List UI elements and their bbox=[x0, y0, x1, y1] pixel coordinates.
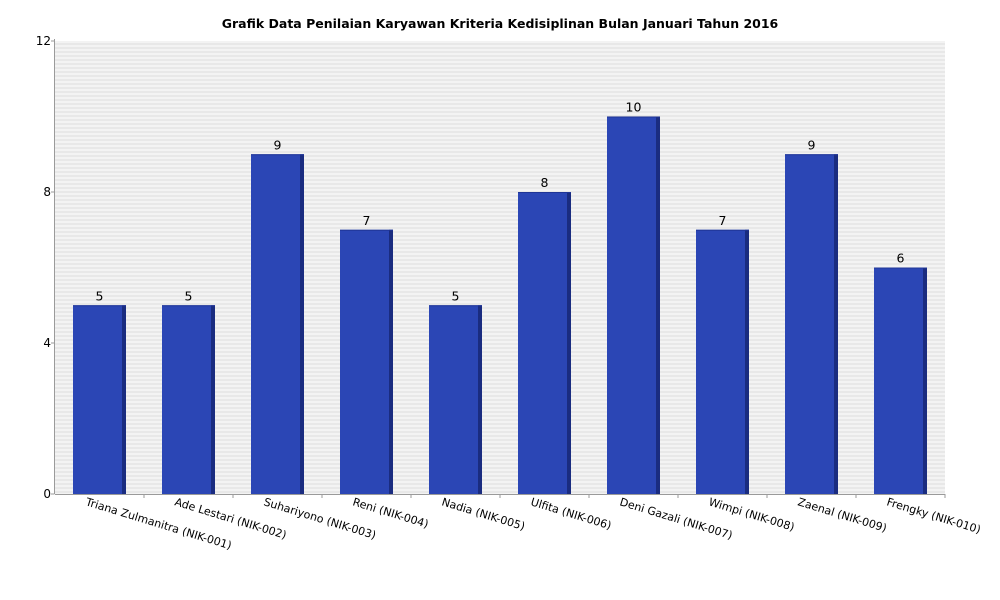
data-label: 8 bbox=[541, 175, 549, 190]
bar-shade bbox=[656, 116, 660, 494]
y-tick-label: 12 bbox=[36, 34, 51, 48]
x-tick-label: Nadia (NIK-005) bbox=[440, 495, 526, 533]
bar-shade bbox=[211, 305, 215, 494]
bar-shade bbox=[300, 154, 304, 494]
bar bbox=[251, 154, 304, 494]
bar-shade bbox=[923, 267, 927, 494]
y-tick-label: 4 bbox=[43, 336, 51, 350]
bar bbox=[874, 267, 927, 494]
y-tick-label: 8 bbox=[43, 185, 51, 199]
y-tick-label: 0 bbox=[43, 487, 51, 501]
data-label: 9 bbox=[808, 137, 816, 152]
bar bbox=[696, 229, 749, 494]
bar-shade bbox=[478, 305, 482, 494]
data-label: 5 bbox=[452, 288, 460, 303]
bar bbox=[607, 116, 660, 494]
x-tick-label: Zaenal (NIK-009) bbox=[796, 495, 888, 534]
data-label: 5 bbox=[96, 288, 104, 303]
bar bbox=[162, 305, 215, 494]
bar bbox=[73, 305, 126, 494]
data-label: 10 bbox=[626, 100, 642, 115]
data-label: 6 bbox=[897, 251, 905, 266]
bar-shade bbox=[122, 305, 126, 494]
data-label: 7 bbox=[719, 213, 727, 228]
bar bbox=[518, 192, 571, 494]
data-label: 7 bbox=[363, 213, 371, 228]
bar bbox=[340, 229, 393, 494]
bar-shade bbox=[389, 229, 393, 494]
data-label: 5 bbox=[185, 288, 193, 303]
bar bbox=[785, 154, 838, 494]
bar bbox=[429, 305, 482, 494]
bar-shade bbox=[834, 154, 838, 494]
chart-title: Grafik Data Penilaian Karyawan Kriteria … bbox=[221, 16, 779, 31]
bar-shade bbox=[745, 229, 749, 494]
x-tick-label: Frengky (NIK-010) bbox=[885, 495, 982, 536]
x-tick-label: Triana Zulmanitra (NIK-001) bbox=[83, 495, 233, 552]
x-tick-label: Ulfita (NIK-006) bbox=[529, 495, 613, 532]
data-label: 9 bbox=[274, 137, 282, 152]
bar-shade bbox=[567, 192, 571, 494]
